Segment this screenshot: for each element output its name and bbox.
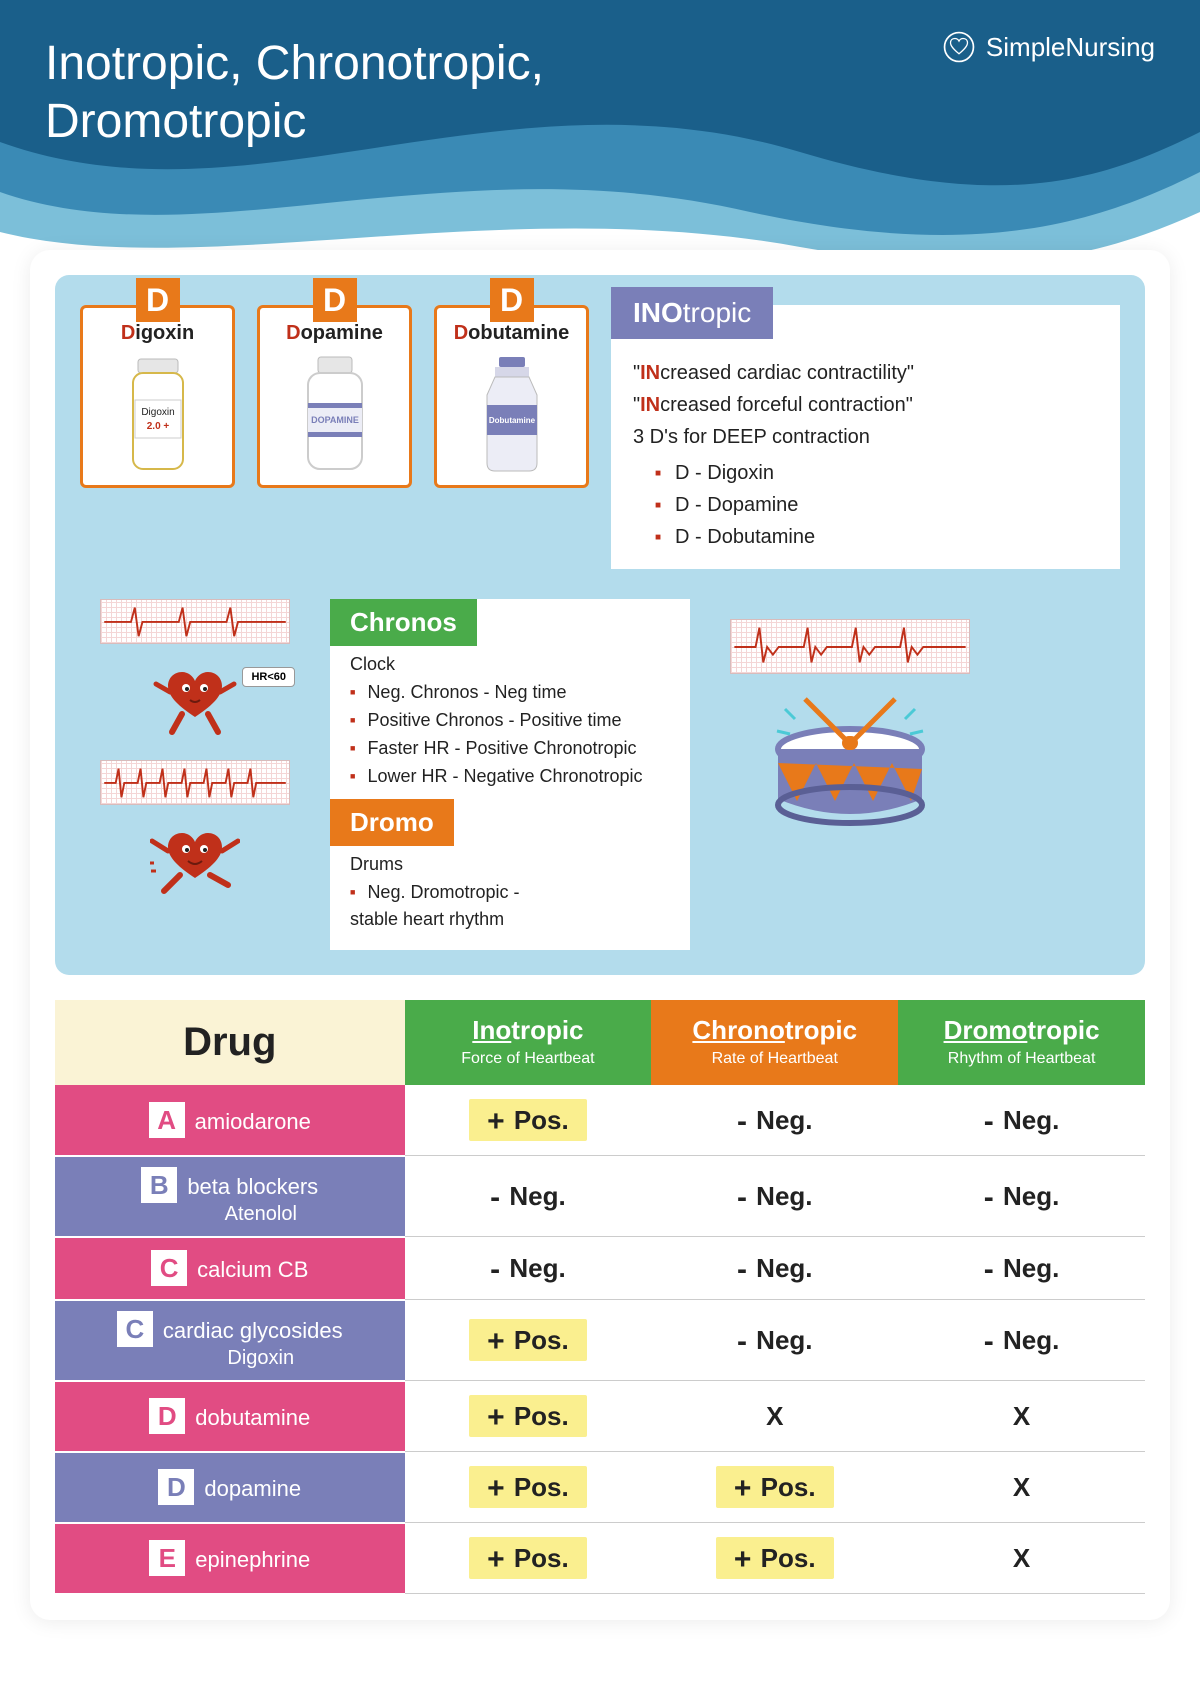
inotropic-header: INOtropic — [611, 287, 773, 339]
cell-ino: - Neg. — [405, 1156, 652, 1237]
hr-label: HR<60 — [242, 667, 295, 687]
d-cards-row: D Digoxin Digoxin2.0 + D Dopamine DOPAMI… — [80, 305, 1120, 569]
th-drug: Drug — [55, 1000, 405, 1085]
brand-logo: SimpleNursing — [942, 30, 1155, 64]
chronos-item: Positive Chronos - Positive time — [350, 707, 670, 735]
info-panel: D Digoxin Digoxin 2.0 + D Dopamine DOPAMI… — [55, 275, 1145, 975]
bottle-icon: DOPAMINE — [290, 355, 380, 475]
svg-text:Dobutamine: Dobutamine — [488, 416, 535, 425]
ino-line-1: "INcreased cardiac contractility" — [633, 357, 1098, 389]
d-card-igoxin: D Digoxin Digoxin2.0 + — [80, 305, 235, 488]
chronos-item: Faster HR - Positive Chronotropic — [350, 735, 670, 763]
page-title: Inotropic, Chronotropic, Dromotropic — [45, 35, 544, 150]
cell-dromo: - Neg. — [898, 1156, 1145, 1237]
row-label: Aamiodarone — [55, 1085, 405, 1156]
svg-text:DOPAMINE: DOPAMINE — [311, 415, 359, 425]
d-tag: D — [313, 278, 357, 322]
cell-dromo: X — [898, 1381, 1145, 1452]
cell-dromo: - Neg. — [898, 1300, 1145, 1381]
ino-d-list: D - DigoxinD - DopamineD - Dobutamine — [655, 457, 1098, 553]
bottle-icon: Digoxin 2.0 + — [113, 355, 203, 475]
table-row: Eepinephrine + Pos. + Pos. X — [55, 1523, 1145, 1594]
th-inotropic: Inotropic Force of Heartbeat — [405, 1000, 652, 1085]
content-card: D Digoxin Digoxin 2.0 + D Dopamine DOPAMI… — [30, 250, 1170, 1620]
cell-chrono: - Neg. — [651, 1156, 898, 1237]
table-row: Ccardiac glycosidesDigoxin + Pos. - Neg.… — [55, 1300, 1145, 1381]
row-label: Bbeta blockersAtenolol — [55, 1156, 405, 1237]
cell-chrono: - Neg. — [651, 1085, 898, 1156]
chronos-item: Lower HR - Negative Chronotropic — [350, 763, 670, 791]
page-header: Inotropic, Chronotropic, Dromotropic Sim… — [0, 0, 1200, 260]
heart-running-icon — [150, 823, 240, 903]
ino-line-3: 3 D's for DEEP contraction — [633, 421, 1098, 453]
drum-icon — [755, 689, 945, 839]
ino-list-item: D - Dobutamine — [655, 521, 1098, 553]
ino-line-2: "INcreased forceful contraction" — [633, 389, 1098, 421]
dromo-list: Neg. Dromotropic -stable heart rhythm — [350, 879, 670, 935]
ecg-slow-icon — [100, 599, 290, 644]
d-card-opamine: D Dopamine DOPAMINE — [257, 305, 412, 488]
table-row: Ddopamine + Pos. + Pos. X — [55, 1452, 1145, 1523]
cell-chrono: + Pos. — [651, 1523, 898, 1594]
d-card-title: Dopamine — [268, 322, 401, 345]
cell-ino: + Pos. — [405, 1300, 652, 1381]
d-card-obutamine: D Dobutamine Dobutamine — [434, 305, 589, 488]
ino-list-item: D - Dopamine — [655, 489, 1098, 521]
dromo-subtitle: Drums — [350, 854, 670, 875]
dromo-item: Neg. Dromotropic -stable heart rhythm — [350, 879, 670, 935]
row-label: Ddopamine — [55, 1452, 405, 1523]
inotropic-box: INOtropic "INcreased cardiac contractili… — [611, 305, 1120, 569]
cell-ino: + Pos. — [405, 1523, 652, 1594]
cell-ino: + Pos. — [405, 1085, 652, 1156]
table-row: Ddobutamine + Pos. X X — [55, 1381, 1145, 1452]
ecg-rhythm-icon — [730, 619, 970, 674]
ino-list-item: D - Digoxin — [655, 457, 1098, 489]
svg-text:Digoxin: Digoxin — [141, 407, 174, 418]
chronos-item: Neg. Chronos - Neg time — [350, 679, 670, 707]
cell-chrono: - Neg. — [651, 1237, 898, 1300]
svg-text:2.0 +: 2.0 + — [146, 421, 169, 432]
row-label: Ddobutamine — [55, 1381, 405, 1452]
bottle-icon: Dobutamine — [467, 355, 557, 475]
cell-chrono: - Neg. — [651, 1300, 898, 1381]
heart-logo-icon — [942, 30, 976, 64]
row-label: Eepinephrine — [55, 1523, 405, 1594]
th-dromotropic: Dromotropic Rhythm of Heartbeat — [898, 1000, 1145, 1085]
d-tag: D — [490, 278, 534, 322]
table-row: Aamiodarone + Pos. - Neg. - Neg. — [55, 1085, 1145, 1156]
d-tag: D — [136, 278, 180, 322]
cell-ino: + Pos. — [405, 1381, 652, 1452]
ecg-fast-icon — [100, 760, 290, 805]
row-label: Ccardiac glycosidesDigoxin — [55, 1300, 405, 1381]
d-card-title: Digoxin — [91, 322, 224, 345]
drug-table: Drug Inotropic Force of Heartbeat Chrono… — [55, 1000, 1145, 1595]
cell-dromo: - Neg. — [898, 1237, 1145, 1300]
chronos-dromo-box: Chronos Clock Neg. Chronos - Neg timePos… — [330, 599, 690, 950]
drum-column — [710, 619, 990, 839]
hearts-column: HR<60 — [80, 599, 310, 903]
cell-dromo: - Neg. — [898, 1085, 1145, 1156]
chronos-list: Neg. Chronos - Neg timePositive Chronos … — [350, 679, 670, 791]
chronos-header: Chronos — [330, 599, 477, 646]
cell-ino: + Pos. — [405, 1452, 652, 1523]
cell-dromo: X — [898, 1452, 1145, 1523]
chronos-subtitle: Clock — [350, 654, 670, 675]
dromo-header: Dromo — [330, 799, 454, 846]
table-row: Ccalcium CB - Neg. - Neg. - Neg. — [55, 1237, 1145, 1300]
table-row: Bbeta blockersAtenolol - Neg. - Neg. - N… — [55, 1156, 1145, 1237]
row-label: Ccalcium CB — [55, 1237, 405, 1300]
heart-walking-icon: HR<60 — [150, 662, 240, 742]
cell-dromo: X — [898, 1523, 1145, 1594]
th-chronotropic: Chronotropic Rate of Heartbeat — [651, 1000, 898, 1085]
cell-chrono: X — [651, 1381, 898, 1452]
d-card-title: Dobutamine — [445, 322, 578, 345]
cell-ino: - Neg. — [405, 1237, 652, 1300]
middle-row: HR<60 — [80, 599, 1120, 950]
cell-chrono: + Pos. — [651, 1452, 898, 1523]
